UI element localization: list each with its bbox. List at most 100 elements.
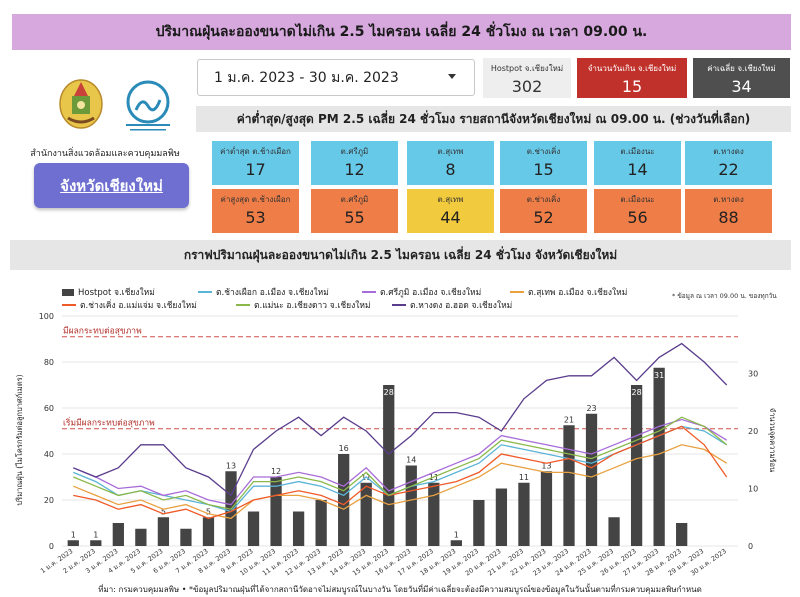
legend-swatch [362,291,376,293]
x-tick-label: 4 ม.ค. 2023 [107,547,142,575]
station-value: 14 [627,160,648,179]
hotspot-bar [247,511,260,546]
x-tick-label: 6 ม.ค. 2023 [152,547,187,575]
kpi-value: 15 [621,77,643,96]
hotspot-bar [450,540,462,546]
station-label: ต.สุเทพ [437,195,464,204]
legend-label: ต.แม่นะ อ.เชียงดาว จ.เชียงใหม่ [254,301,371,311]
kpi-hotspot: Hostpot จ.เชียงใหม่ 302 [483,58,571,98]
x-tick-label: 9 ม.ค. 2023 [219,547,254,575]
hotspot-bar [360,482,372,546]
station-value: 22 [718,160,739,179]
hotspot-bar [630,385,643,546]
legend-swatch [510,291,524,293]
y-axis-right-label: จำนวนจุดความร้อน [768,407,777,473]
legend-item-series[interactable]: ต.ช่างเคิ่ง อ.แม่แจ่ม จ.เชียงใหม่ [62,298,197,312]
hotspot-bar [292,511,305,546]
x-tick-label: 7 ม.ค. 2023 [174,547,209,575]
station-label: ต.หางดง [713,147,744,156]
series-line [73,425,728,520]
kpi-label: จำนวนวันเกิน จ.เชียงใหม่ [587,64,677,73]
station-max-card: ต.ช่างเคิ่ง 52 [500,189,587,233]
x-tick-label: 2 ม.ค. 2023 [62,547,97,575]
station-min-card: ต.หางดง 22 [685,141,772,185]
x-tick-label: 28 ม.ค. 2023 [644,547,683,577]
hotspot-bar [135,528,147,546]
series-line [73,416,728,510]
bar-data-label: 28 [632,388,642,397]
date-range-select[interactable]: 1 ม.ค. 2023 - 30 ม.ค. 2023 [197,59,475,96]
y-tick-left: 0 [49,542,54,551]
bar-data-label: 1 [71,530,76,539]
hotspot-bar [315,500,327,546]
hotspot-bar [563,425,575,546]
hotspot-bar [585,413,598,546]
hotspot-bar [540,471,553,546]
legend-swatch [62,288,74,296]
y-tick-left: 80 [44,358,54,367]
date-range-value: 1 ม.ค. 2023 - 30 ม.ค. 2023 [214,69,399,86]
x-tick-label: 18 ม.ค. 2023 [419,547,458,577]
legend-item-series[interactable]: ต.สุเทพ อ.เมือง จ.เชียงใหม่ [510,285,627,299]
province-button[interactable]: จังหวัดเชียงใหม่ [34,163,189,208]
stations-title: ค่าต่ำสุด/สูงสุด PM 2.5 เฉลี่ย 24 ชั่วโม… [196,106,791,132]
station-label: ค่าสูงสุด ต.ช้างเผือก [220,195,291,204]
hotspot-bar [473,500,485,546]
x-tick-label: 19 ม.ค. 2023 [441,547,480,577]
x-tick-label: 14 ม.ค. 2023 [329,547,368,577]
legend-item-series[interactable]: ต.ศรีภูมิ อ.เมือง จ.เชียงใหม่ [362,285,481,299]
station-value: 17 [245,160,266,179]
x-tick-label: 23 ม.ค. 2023 [531,547,570,577]
kpi-value: 34 [731,77,752,96]
series-line [73,425,728,513]
series-line [73,418,728,506]
x-tick-label: 27 ม.ค. 2023 [622,547,661,577]
x-tick-label: 29 ม.ค. 2023 [667,547,706,577]
x-tick-label: 1 ม.ค. 2023 [39,547,74,575]
bar-data-label: 13 [226,461,236,470]
y-tick-right: 0 [748,542,753,551]
legend-item-series[interactable]: ต.แม่นะ อ.เชียงดาว จ.เชียงใหม่ [236,298,371,312]
kpi-label: Hostpot จ.เชียงใหม่ [490,64,564,73]
station-max-card: ต.สุเทพ 44 [407,189,494,233]
series-line [73,444,728,520]
bar-data-label: 12 [271,467,281,476]
agency-name: สำนักงานสิ่งแวดล้อมและควบคุมมลพิษ [30,149,180,159]
x-tick-label: 26 ม.ค. 2023 [599,547,638,577]
bar-data-label: 11 [361,473,371,482]
kpi-average: ค่าเฉลี่ย จ.เชียงใหม่ 34 [693,58,790,98]
bar-data-label: 1 [93,530,98,539]
x-tick-label: 21 ม.ค. 2023 [486,547,525,577]
station-value: 52 [533,208,554,227]
station-label: ต.ศรีภูมิ [340,147,369,156]
legend-item-series[interactable]: ต.ช้างเผือก อ.เมือง จ.เชียงใหม่ [198,285,329,299]
legend-item-series[interactable]: ต.หางดง อ.ฮอด จ.เชียงใหม่ [392,298,512,312]
legend-label: ต.ช้างเผือก อ.เมือง จ.เชียงใหม่ [216,288,329,298]
y-tick-left: 40 [44,450,54,459]
page-title: ปริมาณฝุ่นละอองขนาดไม่เกิน 2.5 ไมครอน เฉ… [12,14,791,50]
x-tick-label: 3 ม.ค. 2023 [84,547,119,575]
legend-swatch [236,304,250,306]
legend-label: ต.ช่างเคิ่ง อ.แม่แจ่ม จ.เชียงใหม่ [80,301,197,311]
station-label: ต.สุเทพ [437,147,464,156]
bar-data-label: 11 [519,473,529,482]
station-value: 55 [344,208,365,227]
hotspot-bar [270,477,282,546]
y-tick-right: 20 [748,427,758,436]
station-max-card: ต.หางดง 88 [685,189,772,233]
kpi-label: ค่าเฉลี่ย จ.เชียงใหม่ [707,64,776,73]
station-label: ต.ช่างเคิ่ง [526,195,561,204]
bar-data-label: 28 [384,388,394,397]
legend-label: ต.หางดง อ.ฮอด จ.เชียงใหม่ [410,301,513,311]
station-label: ต.ศรีภูมิ [340,195,369,204]
bar-data-label: 1 [454,530,459,539]
legend-swatch [198,291,212,293]
legend-label: ต.ศรีภูมิ อ.เมือง จ.เชียงใหม่ [380,288,482,298]
legend-item-hotspot[interactable]: Hostpot จ.เชียงใหม่ [62,285,155,299]
station-min-card: ค่าต่ำสุด ต.ช้างเผือก 17 [212,141,299,185]
kpi-exceed-days: จำนวนวันเกิน จ.เชียงใหม่ 15 [577,58,687,98]
station-value: 88 [718,208,739,227]
y-tick-right: 30 [748,370,758,379]
x-tick-label: 17 ม.ค. 2023 [396,547,435,577]
x-tick-label: 12 ม.ค. 2023 [284,547,323,577]
